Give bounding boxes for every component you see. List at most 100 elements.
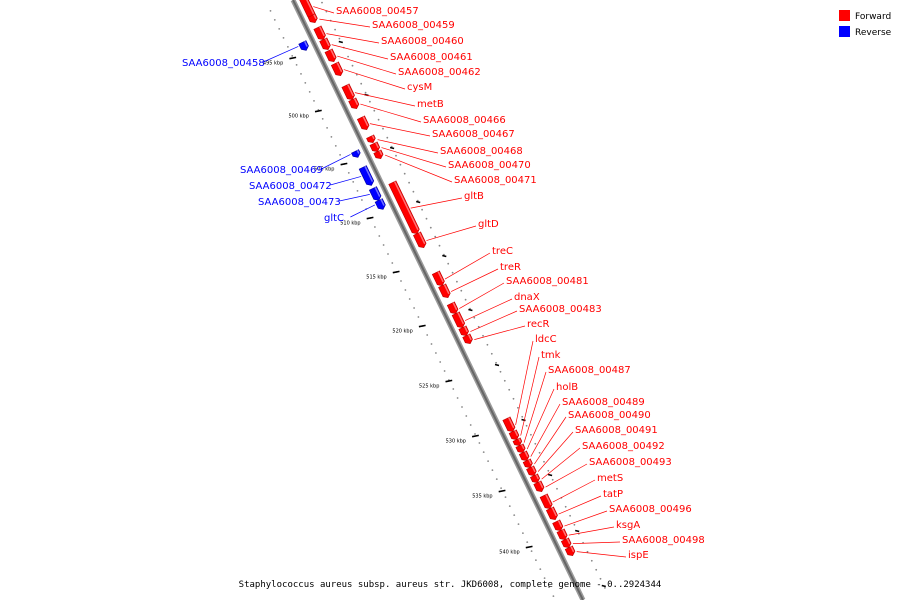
minor-tick-dot [451,271,454,274]
gene-leader-line [321,154,351,170]
minor-tick-dot [486,343,489,346]
gene-SAA6008_00483 [458,325,469,336]
major-tick [498,489,506,493]
gene-label-SAA6008_00473: SAA6008_00473 [258,197,341,208]
gene-SAA6008_00492 [530,473,541,483]
minor-tick-dot [534,442,537,445]
minor-tick-dot [373,109,376,112]
minor-tick-dot [604,587,606,589]
gene-label-ldcC: ldcC [535,334,557,345]
minor-tick-dot [434,235,437,238]
minor-tick-dot [474,433,476,435]
major-tick [445,379,453,383]
gene-SAA6008_00458 [298,40,309,51]
minor-tick-dot [347,55,349,58]
major-tick [494,363,500,367]
minor-tick-dot [391,262,394,264]
minor-tick-dot [456,280,458,283]
gene-leader-line [410,197,463,209]
minor-tick-dot [369,100,371,103]
minor-tick-dot [395,154,397,157]
minor-tick-dot [504,496,507,498]
gene-SAA6008_00496 [552,519,564,531]
minor-tick-dot [408,298,411,300]
minor-tick-dot [508,388,511,391]
minor-tick-dot [308,91,311,93]
minor-tick-dot [278,28,281,30]
minor-tick-dot [495,478,498,480]
gene-label-SAA6008_00469: SAA6008_00469 [240,165,323,176]
gene-label-SAA6008_00491: SAA6008_00491 [575,425,658,436]
gene-ldcC [502,416,516,432]
gene-SAA6008_00460 [313,25,326,40]
gene-SAA6008_00491 [526,465,537,476]
tick-label: 530 kbp [446,439,466,445]
minor-tick-dot [556,487,558,490]
minor-tick-dot [547,469,550,472]
gene-label-ispE: ispE [628,550,649,561]
minor-tick-dot [413,307,415,309]
gene-leader-line [381,147,447,168]
tick-label: 495 kbp [263,61,283,67]
gene-label-treC: treC [492,246,513,257]
minor-tick-dot [404,289,407,291]
tick-label: 520 kbp [392,329,412,335]
gene-leader-line [572,541,621,544]
gene-labels: SAA6008_00457 SAA6008_00459 SAA6008_00460 S… [182,6,705,561]
gene-label-SAA6008_00471: SAA6008_00471 [454,175,537,186]
gene-leader-line [520,356,540,436]
minor-tick-dot [513,514,516,516]
minor-tick-dot [499,370,502,373]
tick-label: 540 kbp [499,550,519,556]
minor-tick-dot [482,334,484,337]
gene-SAA6008_00489 [518,450,530,461]
minor-tick-dot [421,208,423,211]
gene-ksgA [556,528,568,540]
minor-tick-dot [295,64,298,66]
gene-label-SAA6008_00457: SAA6008_00457 [336,6,419,17]
gene-label-SAA6008_00489: SAA6008_00489 [562,397,645,408]
major-tick [418,324,426,328]
gene-leader-line [552,479,596,503]
legend-forward-swatch [839,10,850,21]
gene-SAA6008_00487 [512,437,523,446]
minor-tick-dot [387,253,389,255]
gene-holB [515,443,526,453]
minor-tick-dot [282,37,285,39]
minor-tick-dot [408,181,410,184]
gene-features [298,0,576,556]
gene-leader-line [313,6,335,14]
gene-label-SAA6008_00483: SAA6008_00483 [519,304,602,315]
minor-tick-dot [425,217,428,220]
minor-tick-dot [469,424,472,426]
minor-tick-dot [569,514,571,517]
minor-tick-dot [447,262,450,265]
gene-treR [438,283,451,298]
minor-tick-dot [417,316,420,318]
minor-tick-dot [452,388,455,390]
minor-tick-dot [490,352,493,355]
gene-leader-line [450,268,499,292]
gene-label-recR: recR [527,319,550,330]
minor-tick-dot [364,91,367,94]
minor-tick-dot [321,118,324,120]
gene-dnaX [451,311,466,328]
minor-tick-dot [326,127,328,129]
tick-label: 500 kbp [289,114,309,120]
gene-SAA6008_00471 [373,149,384,159]
gene-leader-line [343,69,406,90]
minor-tick-dot [361,199,363,201]
minor-tick-dot [300,73,302,75]
minor-tick-dot [464,298,467,301]
minor-tick-dot [473,316,476,319]
genome-caption: Staphylococcus aureus subsp. aureus str.… [239,580,662,590]
major-tick [468,308,473,312]
minor-tick-dot [586,550,589,553]
gene-leader-line [530,403,561,457]
minor-tick-dot [503,379,506,382]
gene-label-ksgA: ksgA [616,520,640,531]
tick-dots [269,1,606,597]
major-tick [575,529,580,533]
minor-tick-dot [482,451,485,453]
minor-tick-dot [382,244,385,246]
